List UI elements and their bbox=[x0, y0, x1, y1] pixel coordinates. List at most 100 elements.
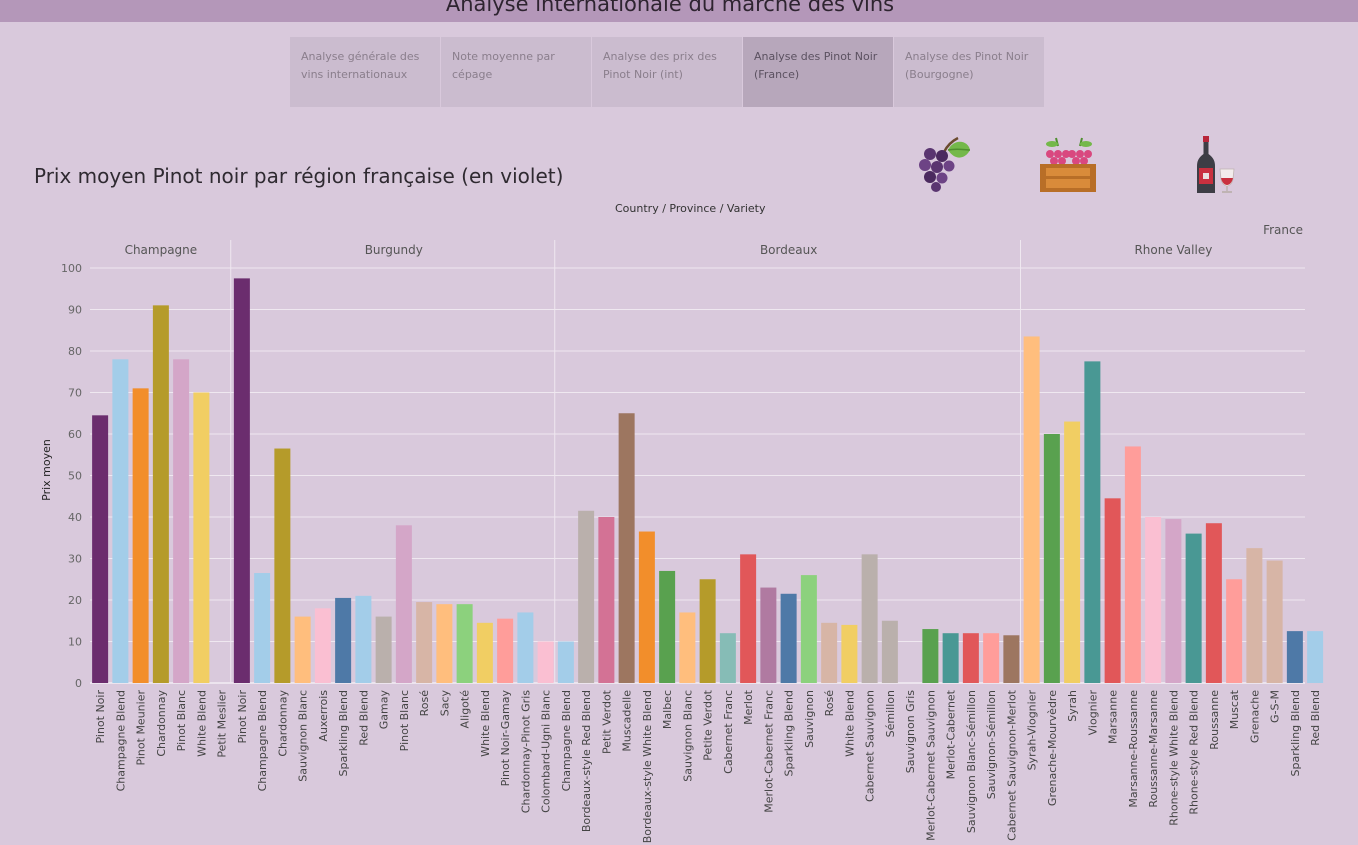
bar bbox=[1124, 446, 1141, 683]
bar bbox=[1266, 560, 1283, 683]
x-tick-label: Roussanne bbox=[1208, 690, 1221, 750]
y-tick-label: 50 bbox=[68, 470, 82, 483]
x-tick-label: Cabernet Sauvignon bbox=[864, 690, 877, 802]
x-tick-label: Red Blend bbox=[1309, 690, 1322, 746]
x-tick-label: Pinot Noir bbox=[94, 690, 107, 744]
tab-rating-by-variety[interactable]: Note moyenne par cépage bbox=[441, 37, 592, 107]
x-tick-label: Viognier bbox=[1086, 690, 1099, 736]
x-tick-label: Petite Verdot bbox=[702, 689, 715, 760]
bar bbox=[881, 620, 898, 683]
title-bar bbox=[0, 0, 1358, 22]
bar bbox=[436, 604, 453, 683]
x-tick-label: Sémillon bbox=[884, 690, 897, 737]
x-tick-label: Sauvignon Blanc bbox=[681, 690, 694, 782]
bar bbox=[699, 579, 716, 683]
bar bbox=[1246, 548, 1263, 683]
tab-pinot-france[interactable]: Analyse des Pinot Noir (France) bbox=[743, 37, 894, 107]
x-tick-label: Malbec bbox=[661, 690, 674, 729]
bar bbox=[1165, 519, 1182, 683]
x-tick-label: Champagne Blend bbox=[560, 690, 573, 791]
bar bbox=[1064, 421, 1081, 683]
bar bbox=[821, 622, 838, 683]
tab-pinot-burgundy[interactable]: Analyse des Pinot Noir (Bourgogne) bbox=[894, 37, 1045, 107]
x-tick-label: Aligoté bbox=[459, 690, 472, 729]
x-tick-label: Sauvignon-Sémillon bbox=[985, 690, 998, 799]
x-tick-label: Marsanne-Roussanne bbox=[1127, 690, 1140, 808]
x-tick-label: Sparkling Blend bbox=[337, 690, 350, 777]
x-tick-label: Syrah bbox=[1066, 690, 1079, 722]
bar bbox=[841, 624, 858, 683]
bar bbox=[476, 622, 493, 683]
x-tick-label: White Blend bbox=[843, 690, 856, 757]
bar bbox=[537, 641, 554, 683]
bar bbox=[557, 641, 574, 683]
panel-header: Champagne bbox=[125, 243, 198, 257]
x-tick-label: Roussanne-Marsanne bbox=[1147, 690, 1160, 808]
y-tick-label: 70 bbox=[68, 387, 82, 400]
y-tick-label: 30 bbox=[68, 553, 82, 566]
wine-bottle-glass-icon bbox=[1197, 136, 1235, 193]
bar bbox=[416, 602, 433, 683]
bar bbox=[355, 595, 372, 683]
bar bbox=[578, 510, 595, 683]
bar bbox=[1226, 579, 1243, 683]
bar bbox=[740, 554, 757, 683]
bar bbox=[152, 305, 169, 683]
tab-pinot-prices-international[interactable]: Analyse des prix des Pinot Noir (int) bbox=[592, 37, 743, 107]
bar bbox=[1145, 517, 1162, 683]
tab-general-analysis[interactable]: Analyse générale des vins internationaux bbox=[290, 37, 441, 107]
panel-header: Burgundy bbox=[365, 243, 423, 257]
bar bbox=[294, 616, 311, 683]
bar bbox=[760, 587, 777, 683]
x-tick-label: Muscadelle bbox=[621, 690, 634, 752]
bar bbox=[679, 612, 696, 683]
x-tick-label: Petit Meslier bbox=[216, 690, 229, 758]
bar bbox=[395, 525, 412, 683]
bar bbox=[983, 633, 1000, 683]
grapes-icon bbox=[919, 136, 971, 192]
country-label: France bbox=[1263, 223, 1303, 237]
x-tick-label: Bordeaux-style Red Blend bbox=[580, 690, 593, 832]
bar bbox=[173, 359, 190, 683]
x-tick-label: Pinot Blanc bbox=[175, 690, 188, 751]
x-tick-label: Syrah-Viognier bbox=[1026, 690, 1039, 771]
y-tick-label: 40 bbox=[68, 511, 82, 524]
y-tick-label: 10 bbox=[68, 636, 82, 649]
bar bbox=[659, 570, 676, 683]
bar bbox=[942, 633, 959, 683]
x-tick-label: Grenache bbox=[1248, 690, 1261, 743]
x-tick-label: White Blend bbox=[479, 690, 492, 757]
x-tick-label: Sauvignon Gris bbox=[904, 690, 917, 774]
bar bbox=[638, 531, 655, 683]
x-tick-label: G-S-M bbox=[1269, 690, 1282, 723]
x-tick-label: Rhone-style White Blend bbox=[1167, 690, 1180, 826]
y-tick-label: 60 bbox=[68, 428, 82, 441]
bar bbox=[800, 575, 817, 683]
bar bbox=[254, 573, 271, 683]
x-tick-label: Rosé bbox=[418, 690, 431, 717]
panel-header: Rhone Valley bbox=[1134, 243, 1212, 257]
x-tick-label: Rhone-style Red Blend bbox=[1188, 690, 1201, 815]
bar bbox=[1084, 361, 1101, 683]
chart-title: Prix moyen Pinot noir par région françai… bbox=[34, 164, 564, 188]
x-tick-label: Chardonnay bbox=[155, 690, 168, 757]
bar bbox=[132, 388, 149, 683]
bar bbox=[456, 604, 473, 683]
x-tick-label: Gamay bbox=[378, 690, 391, 730]
bar bbox=[780, 593, 797, 683]
y-tick-label: 80 bbox=[68, 345, 82, 358]
x-tick-label: Merlot-Cabernet Sauvignon bbox=[924, 690, 937, 841]
bar bbox=[274, 448, 291, 683]
x-tick-label: Merlot-Cabernet bbox=[945, 689, 958, 779]
x-tick-label: Grenache-Mourvèdre bbox=[1046, 690, 1059, 806]
header-path-label: Country / Province / Variety bbox=[615, 202, 766, 215]
x-tick-label: Red Blend bbox=[357, 690, 370, 746]
bar bbox=[598, 517, 615, 683]
bar bbox=[922, 629, 939, 683]
bar bbox=[517, 612, 534, 683]
bar bbox=[1205, 523, 1222, 683]
x-tick-label: Cabernet Sauvignon-Merlot bbox=[1005, 689, 1018, 841]
x-tick-label: Merlot-Cabernet Franc bbox=[762, 690, 775, 813]
app-title: Analyse internationale du marché des vin… bbox=[445, 0, 895, 16]
